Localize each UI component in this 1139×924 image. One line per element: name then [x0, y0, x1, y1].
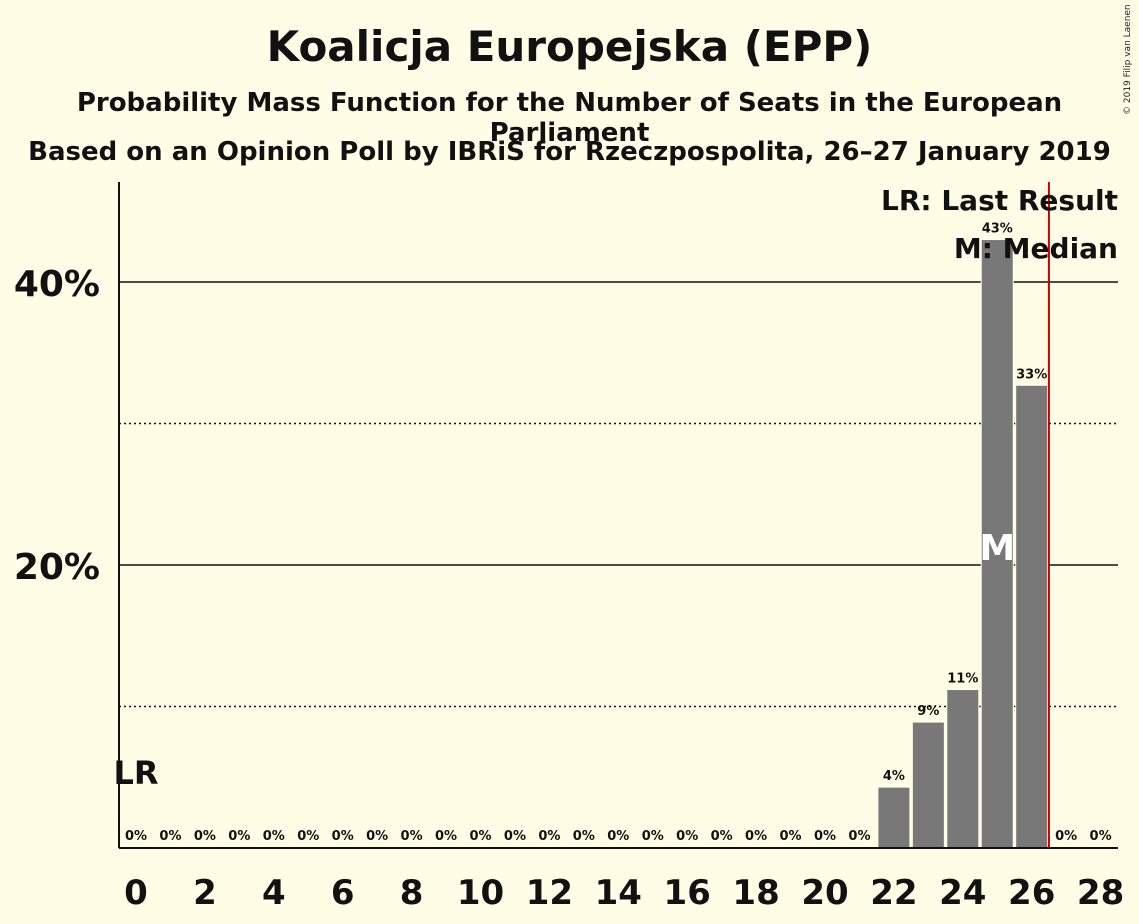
bar-value-label: 0% — [745, 829, 767, 844]
bar-value-label: 0% — [159, 829, 181, 844]
bar-value-label: 4% — [883, 769, 905, 784]
x-tick-label: 2 — [193, 873, 217, 913]
bar-value-label: 0% — [435, 829, 457, 844]
bar-value-label: 0% — [642, 829, 664, 844]
bar-value-label: 0% — [263, 829, 285, 844]
legend-median: M: Median — [954, 232, 1118, 265]
x-tick-label: 22 — [870, 873, 917, 913]
bar-value-label: 43% — [982, 222, 1013, 237]
bar-value-label: 0% — [711, 829, 733, 844]
bar-seat-24 — [946, 689, 980, 849]
bar-value-label: 0% — [814, 829, 836, 844]
y-tick-label: 20% — [14, 547, 100, 588]
bar-value-label: 0% — [194, 829, 216, 844]
bar-value-label: 33% — [1016, 367, 1047, 382]
bar-value-label: 0% — [125, 829, 147, 844]
bar-value-label: 0% — [676, 829, 698, 844]
bar-value-label: 0% — [228, 829, 250, 844]
bar-value-label: 9% — [917, 704, 939, 719]
bar-value-label: 0% — [469, 829, 491, 844]
x-tick-label: 24 — [939, 873, 986, 913]
chart-title: Koalicja Europejska (EPP) — [266, 22, 873, 71]
x-tick-label: 18 — [732, 873, 779, 913]
last-result-marker: LR — [113, 754, 158, 792]
x-tick-label: 20 — [801, 873, 848, 913]
bar-value-label: 0% — [573, 829, 595, 844]
bar-value-label: 0% — [1055, 829, 1077, 844]
bar-seat-22 — [877, 786, 911, 849]
chart-subtitle: Probability Mass Function for the Number… — [76, 88, 1063, 148]
x-tick-label: 4 — [262, 873, 286, 913]
x-tick-label: 14 — [595, 873, 642, 913]
bar-value-label: 0% — [780, 829, 802, 844]
median-marker: M — [979, 528, 1015, 569]
x-tick-label: 12 — [526, 873, 573, 913]
x-tick-label: 6 — [331, 873, 355, 913]
bar-value-label: 0% — [366, 829, 388, 844]
x-tick-label: 26 — [1008, 873, 1055, 913]
bar-value-label: 11% — [947, 672, 978, 687]
x-tick-label: 10 — [457, 873, 504, 913]
bar-value-label: 0% — [607, 829, 629, 844]
bar-value-label: 0% — [297, 829, 319, 844]
bar-value-label: 0% — [538, 829, 560, 844]
bar-value-label: 0% — [332, 829, 354, 844]
bar-seat-23 — [911, 721, 945, 849]
bar-seat-26 — [1015, 384, 1049, 849]
x-tick-label: 28 — [1077, 873, 1124, 913]
bar-value-label: 0% — [848, 829, 870, 844]
bar-value-label: 0% — [504, 829, 526, 844]
legend-last-result: LR: Last Result — [881, 184, 1118, 217]
x-tick-label: 0 — [124, 873, 148, 913]
bar-seat-25 — [980, 239, 1014, 849]
bar-value-label: 0% — [1090, 829, 1112, 844]
y-tick-label: 40% — [14, 264, 100, 305]
x-tick-label: 16 — [664, 873, 711, 913]
chart-source: Based on an Opinion Poll by IBRiS for Rz… — [28, 137, 1111, 167]
x-tick-label: 8 — [400, 873, 424, 913]
bar-value-label: 0% — [401, 829, 423, 844]
